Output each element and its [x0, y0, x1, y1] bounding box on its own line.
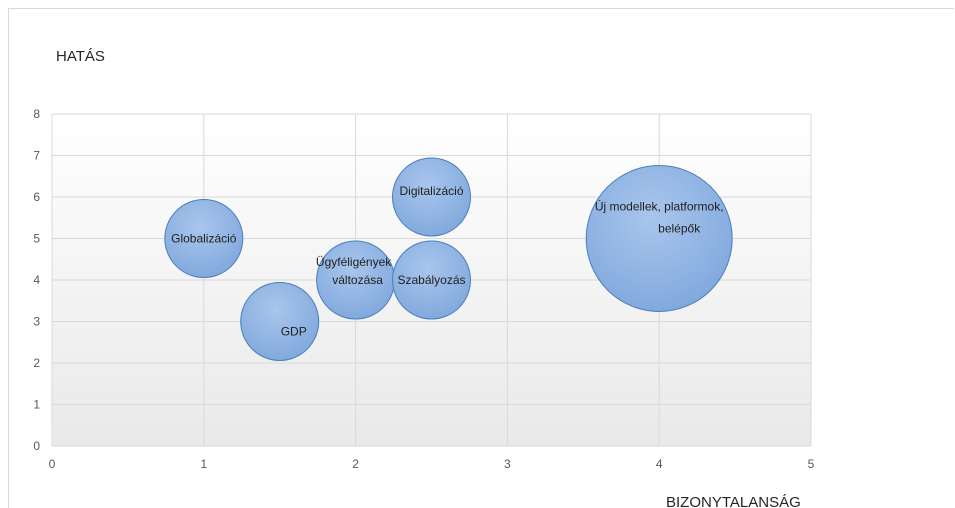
- y-tick-label: 6: [33, 190, 40, 204]
- x-tick-label: 1: [200, 457, 207, 471]
- y-tick-label: 8: [33, 107, 40, 121]
- bubble-label: GDP: [281, 325, 307, 339]
- bubble-label: belépők: [658, 222, 701, 236]
- y-tick-label: 7: [33, 149, 40, 163]
- bubble-label: változása: [332, 273, 383, 287]
- y-tick-label: 2: [33, 356, 40, 370]
- y-tick-label: 3: [33, 315, 40, 329]
- y-tick-label: 0: [33, 439, 40, 453]
- x-tick-labels: 0 1 2 3 4 5: [49, 457, 815, 471]
- x-tick-label: 0: [49, 457, 56, 471]
- y-tick-label: 4: [33, 273, 40, 287]
- bubble: [240, 282, 320, 361]
- bubble: [392, 157, 471, 237]
- bubble: [164, 199, 244, 278]
- bubble-label: Digitalizáció: [399, 184, 463, 198]
- y-axis-title: HATÁS: [56, 48, 105, 65]
- bubble: [585, 165, 733, 312]
- x-tick-label: 5: [808, 457, 815, 471]
- chart-frame: [8, 8, 954, 508]
- bubble-label: Globalizáció: [171, 232, 237, 246]
- x-tick-label: 4: [656, 457, 663, 471]
- bubble-label: Ügyféligények: [316, 255, 392, 269]
- y-tick-label: 5: [33, 232, 40, 246]
- bubble-label: Szabályozás: [397, 273, 465, 287]
- bubble-label: Új modellek, platformok,: [595, 199, 724, 214]
- x-tick-label: 3: [504, 457, 511, 471]
- bubble: [392, 240, 471, 320]
- x-axis-title: BIZONYTALANSÁG: [666, 494, 801, 508]
- bubbles: Globalizáció GDP Ügyféligények változása Dig…: [164, 157, 733, 361]
- x-tick-label: 2: [352, 457, 359, 471]
- y-tick-labels: 0 1 2 3 4 5 6 7 8: [33, 107, 40, 453]
- y-tick-label: 1: [33, 398, 40, 412]
